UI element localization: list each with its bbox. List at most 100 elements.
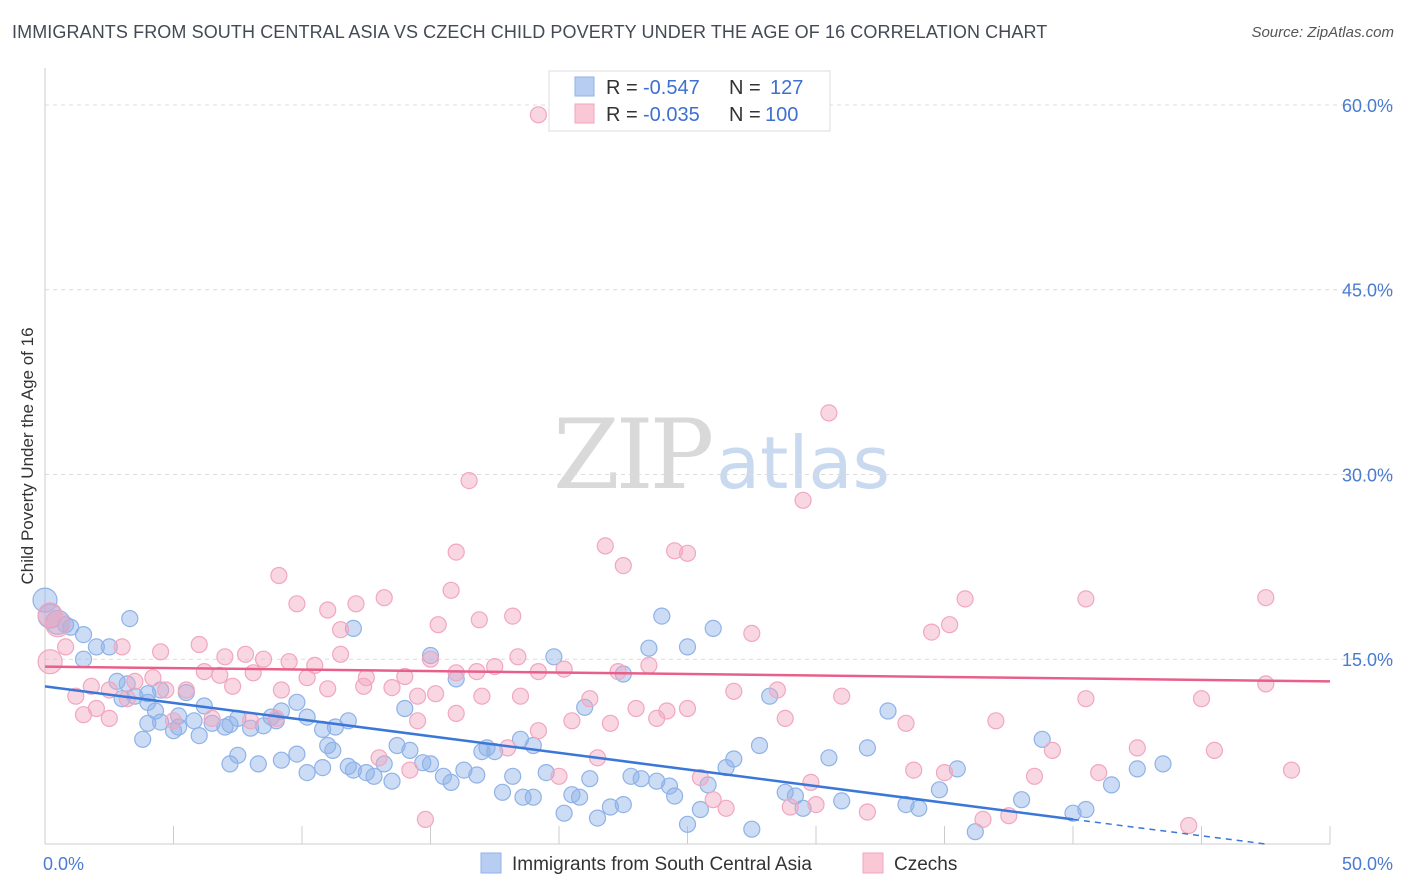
point-immigrants-49 xyxy=(324,741,342,760)
point-czechs-89 xyxy=(1257,675,1275,693)
point-czechs-4 xyxy=(596,537,614,555)
point-czechs-23 xyxy=(1077,590,1095,608)
point-immigrants-78 xyxy=(601,798,620,816)
point-czechs-98 xyxy=(370,749,388,767)
point-immigrants-65 xyxy=(493,783,512,801)
series-label-immigrants: Immigrants from South Central Asia xyxy=(512,854,812,875)
point-czechs-32 xyxy=(236,645,255,663)
point-immigrants-59 xyxy=(421,755,440,773)
point-czechs-47 xyxy=(640,656,658,675)
point-czechs-77 xyxy=(768,681,787,699)
point-czechs-14 xyxy=(375,589,393,607)
point-czechs-87 xyxy=(1205,741,1224,760)
point-czechs-3 xyxy=(460,472,478,490)
point-immigrants-61 xyxy=(442,773,460,792)
y-axis-label: Child Poverty Under the Age of 16 xyxy=(18,327,37,584)
point-immigrants-71 xyxy=(545,648,563,666)
point-immigrants-110 xyxy=(1128,760,1146,778)
point-czechs-94 xyxy=(164,712,183,730)
point-immigrants-66 xyxy=(504,767,522,785)
point-czechs-54 xyxy=(157,681,175,699)
point-immigrants-116 xyxy=(704,619,722,638)
y-tick-label-0: 15.0% xyxy=(1342,650,1393,670)
point-czechs-1 xyxy=(820,404,838,422)
point-czechs-46 xyxy=(609,662,627,681)
point-immigrants-101 xyxy=(910,799,928,817)
point-immigrants-80 xyxy=(622,767,640,785)
watermark: ZIP atlas xyxy=(553,399,890,511)
point-czechs-115 xyxy=(905,761,923,779)
gridlines xyxy=(45,104,1393,660)
point-czechs-76 xyxy=(725,682,743,700)
point-immigrants-105 xyxy=(1012,791,1031,809)
point-czechs-30 xyxy=(190,635,208,654)
point-czechs-64 xyxy=(383,678,401,697)
trend-lines xyxy=(44,665,1331,845)
point-immigrants-86 xyxy=(691,800,710,819)
data-points xyxy=(32,106,1301,841)
point-czechs-65 xyxy=(409,687,427,705)
point-czechs-33 xyxy=(254,650,273,668)
watermark-atlas: atlas xyxy=(716,421,890,505)
point-czechs-57 xyxy=(211,666,229,684)
point-czechs-103 xyxy=(550,767,568,785)
trend-line-immigrants xyxy=(44,685,1074,821)
legend-swatch-blue xyxy=(574,76,595,97)
y-tick-labels: 15.0% 30.0% 45.0% 60.0% xyxy=(1342,96,1393,670)
point-immigrants-20 xyxy=(185,712,203,730)
point-czechs-6 xyxy=(678,544,697,562)
series-legend: Immigrants from South Central Asia Czech… xyxy=(480,852,957,875)
y-tick-label-2: 45.0% xyxy=(1342,281,1393,301)
legend-n-value-1: 127 xyxy=(770,77,803,99)
point-czechs-10 xyxy=(288,595,306,613)
point-czechs-86 xyxy=(1192,690,1211,708)
point-czechs-26 xyxy=(45,612,71,638)
point-czechs-39 xyxy=(421,650,440,668)
point-immigrants-83 xyxy=(660,777,679,795)
trend-extension-immigrants xyxy=(1072,818,1266,845)
point-czechs-52 xyxy=(126,672,144,691)
legend-r-value-1: -0.547 xyxy=(643,77,700,99)
point-czechs-69 xyxy=(511,687,530,705)
point-czechs-9 xyxy=(270,566,288,585)
point-immigrants-43 xyxy=(221,755,239,773)
x-ticks xyxy=(44,826,1331,844)
point-czechs-40 xyxy=(447,664,465,682)
point-czechs-5 xyxy=(665,542,684,560)
point-immigrants-0 xyxy=(32,587,58,613)
point-czechs-113 xyxy=(1025,767,1044,785)
point-immigrants-46 xyxy=(288,745,306,763)
point-czechs-45 xyxy=(555,660,573,678)
point-czechs-29 xyxy=(152,643,170,661)
point-czechs-67 xyxy=(447,704,465,723)
point-immigrants-76 xyxy=(581,770,599,788)
point-immigrants-44 xyxy=(249,755,267,773)
point-immigrants-85 xyxy=(678,815,697,833)
point-czechs-92 xyxy=(100,709,118,728)
point-immigrants-124 xyxy=(344,619,362,638)
point-immigrants-56 xyxy=(401,741,419,760)
point-czechs-91 xyxy=(87,699,106,718)
legend-swatch-pink xyxy=(574,103,595,124)
point-immigrants-18 xyxy=(146,702,165,720)
point-czechs-27 xyxy=(56,638,75,656)
point-czechs-80 xyxy=(897,714,915,732)
point-czechs-83 xyxy=(1077,690,1095,708)
point-czechs-7 xyxy=(447,543,465,561)
point-czechs-117 xyxy=(935,763,954,782)
point-czechs-109 xyxy=(807,795,825,814)
point-czechs-55 xyxy=(177,681,195,699)
point-czechs-12 xyxy=(332,621,350,639)
legend-n-value-2: 100 xyxy=(765,104,798,126)
point-czechs-84 xyxy=(1090,763,1108,782)
point-czechs-106 xyxy=(704,791,722,809)
point-czechs-88 xyxy=(1282,761,1301,779)
point-czechs-73 xyxy=(601,714,620,732)
point-czechs-17 xyxy=(429,616,447,634)
point-czechs-38 xyxy=(396,667,414,686)
point-czechs-110 xyxy=(802,773,820,792)
point-immigrants-99 xyxy=(879,702,897,720)
point-czechs-62 xyxy=(319,680,337,698)
series-swatch-czechs xyxy=(862,852,884,874)
point-czechs-13 xyxy=(347,595,365,613)
